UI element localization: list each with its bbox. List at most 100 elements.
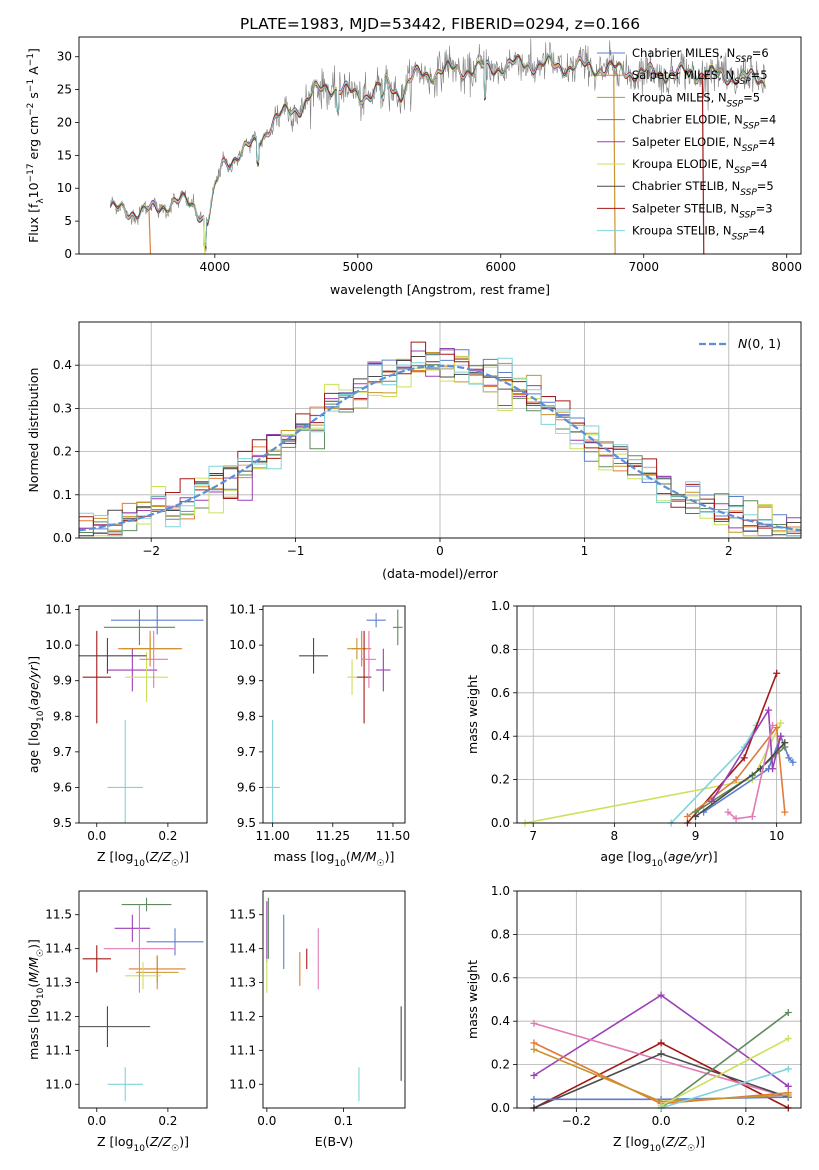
errorbar-point bbox=[114, 914, 151, 942]
y-tick-label: 0.4 bbox=[491, 729, 510, 743]
axes-spectrum: 4000 5000 6000 7000 8000 0 5 10 15 20 25 30 bbox=[57, 50, 802, 274]
weight-marker bbox=[683, 812, 691, 820]
weight-marker bbox=[530, 1019, 538, 1027]
weight-marker bbox=[740, 754, 748, 762]
weight-marker bbox=[784, 1035, 792, 1043]
y-tick-label: 9.5 bbox=[237, 816, 256, 830]
x-tick-label: −0.2 bbox=[562, 1114, 591, 1128]
y-tick-label: 9.7 bbox=[237, 745, 256, 759]
errorbar-point bbox=[392, 609, 403, 646]
y-tick-label: 0.0 bbox=[53, 531, 72, 545]
x-axis-label: age [log10(age/yr)] bbox=[600, 849, 717, 869]
spectrum-frame bbox=[78, 36, 802, 255]
spectrum-legend: Chabrier MILES, NSSP=6 Salpeter MILES, NS… bbox=[597, 46, 776, 243]
model-dropout bbox=[148, 211, 152, 255]
x-tick-label: 11.25 bbox=[316, 829, 350, 843]
errorbar-point bbox=[79, 1006, 151, 1047]
y-axis-label: mass weight bbox=[465, 675, 480, 754]
weight-marker bbox=[784, 1065, 792, 1073]
legend-label: Kroupa STELIB, NSSP=4 bbox=[632, 224, 765, 243]
y-tick-label: 11.1 bbox=[229, 1043, 256, 1057]
legend-label: Chabrier ELODIE, NSSP=4 bbox=[632, 113, 776, 132]
errorbar-point bbox=[347, 638, 367, 660]
axes-age_vs_mass: 11.00 11.25 11.50 9.5 9.6 9.7 9.8 9.9 10.0 10.1 bbox=[229, 603, 410, 843]
errorbar-point bbox=[299, 638, 328, 674]
y-tick-label: 0.8 bbox=[491, 927, 510, 941]
y-tick-label: 11.0 bbox=[229, 1077, 256, 1091]
y-tick-label: 10 bbox=[57, 181, 72, 195]
y-tick-label: 0.3 bbox=[53, 401, 72, 415]
y-tick-label: 11.3 bbox=[229, 976, 256, 990]
x-tick-label: 0.2 bbox=[158, 829, 177, 843]
y-tick-label: 11.4 bbox=[229, 942, 256, 956]
age_vs_Z-frame bbox=[78, 605, 208, 824]
y-axis-label: mass weight bbox=[465, 960, 480, 1039]
mass_vs_ebv-frame bbox=[262, 890, 406, 1109]
weight-marker bbox=[769, 765, 777, 773]
x-tick-label: 11.00 bbox=[255, 829, 289, 843]
weight-line-kroupa_elodie bbox=[660, 1037, 789, 1107]
legend-label: Kroupa ELODIE, NSSP=4 bbox=[632, 157, 768, 176]
legend-label: Chabrier STELIB, NSSP=5 bbox=[632, 179, 774, 198]
weight-line-salpeter_elodie bbox=[711, 707, 782, 802]
x-tick-label: 2 bbox=[725, 544, 733, 558]
y-tick-label: 11.5 bbox=[229, 908, 256, 922]
weight-marker bbox=[732, 815, 740, 823]
weight-marker bbox=[784, 1009, 792, 1017]
errorbar-point bbox=[103, 609, 175, 646]
errorbar-point bbox=[107, 1067, 143, 1102]
errorbar-point bbox=[135, 955, 179, 990]
x-axis-label: wavelength [Angstrom, rest frame] bbox=[330, 282, 550, 297]
y-tick-label: 25 bbox=[57, 83, 72, 97]
legend-label: Salpeter ELODIE, NSSP=4 bbox=[632, 135, 775, 154]
legend-label: N(0, 1) bbox=[738, 336, 781, 351]
x-tick-label: 0.2 bbox=[736, 1114, 755, 1128]
x-tick-label: 0.0 bbox=[87, 829, 106, 843]
legend-label: Salpeter MILES, NSSP=5 bbox=[632, 68, 768, 87]
errorbar-point bbox=[103, 904, 175, 993]
x-tick-label: 0.0 bbox=[87, 1114, 106, 1128]
weight-line-kroupa_stelib bbox=[670, 725, 758, 823]
weight-marker bbox=[773, 724, 781, 732]
x-axis-label: E(B-V) bbox=[315, 1134, 354, 1149]
model-line-9 bbox=[110, 54, 766, 248]
weight_vs_age-frame bbox=[516, 605, 802, 824]
errorbar-point bbox=[121, 638, 179, 660]
x-tick-label: 4000 bbox=[200, 260, 231, 274]
weight-marker bbox=[748, 812, 756, 820]
weight-marker bbox=[692, 812, 700, 820]
legend-label: Chabrier MILES, NSSP=6 bbox=[632, 46, 769, 65]
axes-mass_vs_Z: 0.0 0.2 11.0 11.1 11.2 11.3 11.4 11.5 bbox=[45, 908, 177, 1128]
x-axis-label: Z [log10(Z/Z☉)] bbox=[613, 1134, 705, 1154]
x-axis-label: Z [log10(Z/Z☉)] bbox=[97, 1134, 189, 1154]
x-tick-label: 8 bbox=[611, 829, 619, 843]
figure-title: PLATE=1983, MJD=53442, FIBERID=0294, z=0… bbox=[240, 15, 640, 33]
y-tick-label: 0.4 bbox=[53, 358, 72, 372]
y-tick-label: 11.5 bbox=[45, 908, 72, 922]
y-tick-label: 10.0 bbox=[229, 638, 256, 652]
x-tick-label: 10 bbox=[769, 829, 784, 843]
weight-marker bbox=[765, 706, 773, 714]
y-tick-label: 9.8 bbox=[53, 709, 72, 723]
x-tick-label: 1 bbox=[581, 544, 589, 558]
y-tick-label: 0.6 bbox=[491, 686, 510, 700]
weight-marker bbox=[785, 754, 793, 762]
weight-marker bbox=[789, 758, 797, 766]
x-axis-label: mass [log10(M/M☉)] bbox=[274, 849, 395, 869]
y-tick-label: 1.0 bbox=[491, 599, 510, 613]
x-tick-label: 7000 bbox=[628, 260, 659, 274]
y-tick-label: 30 bbox=[57, 50, 72, 64]
weight-marker bbox=[773, 669, 781, 677]
x-tick-label: 0.0 bbox=[257, 1114, 276, 1128]
y-tick-label: 9.5 bbox=[53, 816, 72, 830]
errorbar-point bbox=[146, 928, 204, 956]
y-tick-label: 0.2 bbox=[53, 445, 72, 459]
legend-label: Salpeter STELIB, NSSP=3 bbox=[632, 201, 773, 220]
weight-line-pink bbox=[727, 725, 774, 820]
y-tick-label: 9.7 bbox=[53, 745, 72, 759]
weight-marker bbox=[530, 1071, 538, 1079]
errorbar-point bbox=[376, 648, 391, 692]
model-dropout bbox=[202, 216, 206, 255]
hist-step-kroupa_elodie bbox=[79, 355, 801, 537]
weight-line-pink bbox=[533, 1022, 789, 1098]
